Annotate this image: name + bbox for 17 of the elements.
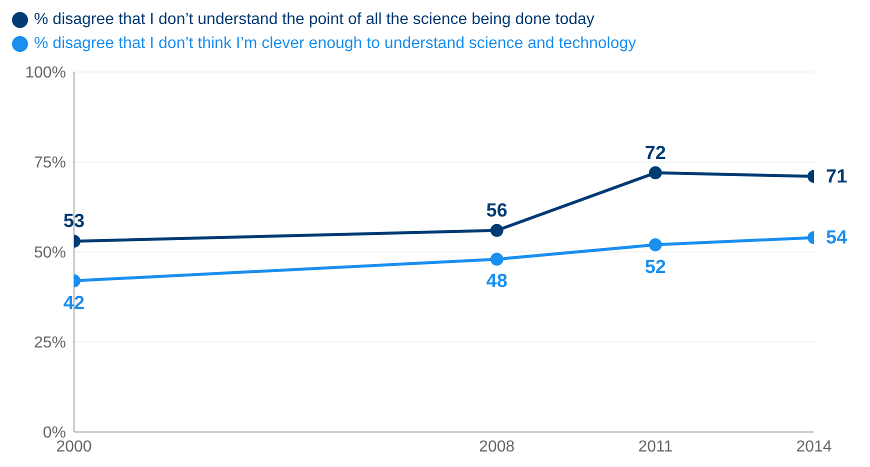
legend-label: % disagree that I don’t think I’m clever enough to understand science and technology: [34, 35, 636, 53]
data-label: 71: [826, 166, 848, 188]
data-label: 48: [486, 271, 508, 292]
data-label: 53: [63, 211, 85, 232]
y-tick-label: 50%: [34, 244, 66, 262]
x-tick-label: 2011: [638, 438, 673, 456]
data-label: 42: [63, 292, 85, 314]
data-label: 72: [644, 142, 666, 164]
y-tick-label: 25%: [34, 334, 66, 352]
x-tick-label: 2008: [479, 438, 515, 456]
y-tick-label: 100%: [25, 64, 66, 82]
legend-label: % disagree that I don’t understand the point of all the science being done today: [34, 11, 594, 29]
data-label: 56: [486, 200, 508, 222]
data-label: 54: [826, 228, 848, 249]
data-label: 52: [644, 256, 666, 278]
x-tick-label: 2014: [796, 438, 832, 456]
y-tick-label: 75%: [34, 154, 66, 172]
